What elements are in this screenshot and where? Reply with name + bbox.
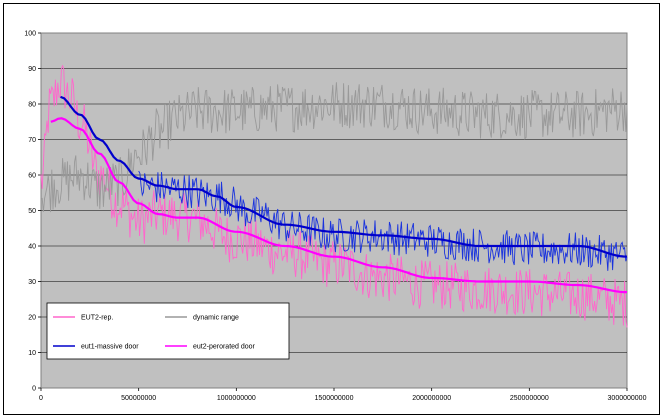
- y-tick-label: 10: [28, 350, 36, 357]
- series-line-noisy: [138, 170, 628, 271]
- y-tick-label: 60: [28, 173, 36, 180]
- series-line-noisy: [40, 82, 628, 213]
- y-tick-label: 20: [28, 315, 36, 322]
- y-tick-label: 100: [24, 31, 36, 38]
- legend-label: eut1-massive door: [81, 344, 139, 351]
- x-tick-label: 2500000000: [510, 395, 549, 402]
- legend-label: dynamic range: [193, 315, 239, 322]
- y-tick-label: 30: [28, 279, 36, 286]
- legend-box: [46, 302, 290, 360]
- series-line-noisy: [40, 64, 628, 328]
- y-tick-label: 80: [28, 102, 36, 109]
- legend-label: eut2-perorated door: [193, 344, 256, 351]
- x-tick-label: 1000000000: [217, 395, 256, 402]
- x-tick-label: 3000000000: [608, 395, 647, 402]
- x-tick-label: 500000000: [121, 395, 156, 402]
- series-line-smooth: [50, 117, 627, 294]
- legend: EUT2-rep. dynamic range eut1-massive door e…: [46, 302, 290, 360]
- x-tick-label: 1500000000: [315, 395, 354, 402]
- y-axis-ticks: 0 10 20 30 40 50 60 70 80 90 100: [24, 31, 41, 393]
- x-tick-label: 0: [39, 395, 43, 402]
- y-tick-label: 50: [28, 208, 36, 215]
- series-line-smooth: [60, 95, 628, 258]
- y-tick-label: 90: [28, 66, 36, 73]
- y-tick-label: 40: [28, 244, 36, 251]
- series-group: [40, 64, 628, 328]
- legend-label: EUT2-rep.: [81, 315, 113, 322]
- y-tick-label: 70: [28, 137, 36, 144]
- x-axis-ticks: 0 500000000 1000000000 1500000000 2000000000…: [39, 388, 647, 402]
- y-tick-label: 0: [32, 386, 36, 393]
- x-tick-label: 2000000000: [412, 395, 451, 402]
